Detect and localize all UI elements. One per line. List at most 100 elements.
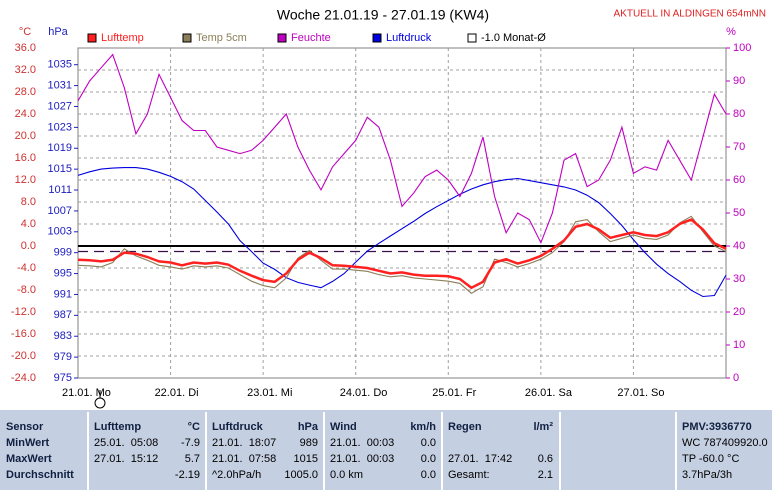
y3-tick-label: 991 (54, 288, 72, 300)
table-header: Luftdruck (212, 421, 264, 433)
y2-tick-label: 80 (733, 108, 745, 120)
y-tick-label: 4.0 (21, 218, 36, 230)
y2-tick-label: 50 (733, 207, 745, 219)
legend-swatch (467, 33, 477, 43)
series-line (77, 215, 727, 294)
y3-tick-label: 999 (54, 247, 72, 259)
table-cell: 25.01. 05:08 (94, 437, 158, 449)
y2-tick-label: 30 (733, 273, 745, 285)
table-cell: ^2.0hPa/h (212, 469, 261, 481)
series-line (77, 218, 727, 290)
y3-tick-label: 1027 (48, 100, 72, 112)
table-cell: 989 (300, 437, 318, 449)
y2-tick-label: 20 (733, 306, 745, 318)
y-tick-label: -20.0 (11, 350, 36, 362)
legend-swatch (277, 33, 287, 43)
table-cell: WC 787409920.0 (682, 437, 768, 449)
y-tick-label: -4.0 (17, 262, 36, 274)
table-header: Regen (448, 421, 482, 433)
table-cell: 1015 (294, 453, 318, 465)
y-tick-label: -16.0 (11, 328, 36, 340)
x-tick-label: 23.01. Mi (247, 387, 292, 399)
table-cell: 3.7hPa/3h (682, 469, 732, 481)
series-line (77, 167, 727, 298)
y3-tick-label: 975 (54, 372, 72, 384)
legend-label: Feuchte (291, 32, 331, 44)
y3-tick-label: 1015 (48, 163, 72, 175)
y3-tick-label: 979 (54, 351, 72, 363)
table-unit: km/h (410, 421, 436, 433)
y3-tick-label: 1031 (48, 80, 72, 92)
table-cell: 0.0 km (330, 469, 363, 481)
table-cell: 5.7 (185, 453, 200, 465)
table-cell: 27.01. 17:42 (448, 453, 512, 465)
table-cell: 0.0 (421, 437, 436, 449)
table-header: Lufttemp (94, 421, 141, 433)
y3-tick-label: 1035 (48, 59, 72, 71)
table-cell: -7.9 (181, 437, 200, 449)
legend-label: Lufttemp (101, 32, 144, 44)
table-unit: hPa (298, 421, 319, 433)
chart-title: Woche 21.01.19 - 27.01.19 (KW4) (277, 7, 489, 23)
y2-axis-title: % (726, 26, 736, 38)
y-tick-label: 24.0 (15, 108, 36, 120)
y2-tick-label: 60 (733, 174, 745, 186)
row-label: MaxWert (6, 453, 52, 465)
legend-swatch (182, 33, 192, 43)
table-cell: TP -60.0 °C (682, 453, 739, 465)
table-cell: Gesamt: (448, 469, 490, 481)
y-axis-title: °C (19, 26, 31, 38)
table-header: PMV:3936770 (682, 421, 752, 433)
y-tick-label: -12.0 (11, 306, 36, 318)
y-tick-label: -8.0 (17, 284, 36, 296)
y3-tick-label: 995 (54, 267, 72, 279)
x-tick-label: 22.01. Di (155, 387, 199, 399)
y3-tick-label: 1007 (48, 205, 72, 217)
legend-label: Luftdruck (386, 32, 432, 44)
y3-tick-label: 983 (54, 330, 72, 342)
x-tick-label: 21.01. Mo (62, 387, 111, 399)
table-background (0, 410, 772, 490)
legend-swatch (87, 33, 97, 43)
cursor-icon (94, 390, 106, 409)
table-header: Wind (330, 421, 357, 433)
table-cell: 0.0 (421, 453, 436, 465)
table-cell: 2.1 (538, 469, 553, 481)
x-tick-label: 25.01. Fr (432, 387, 476, 399)
x-tick-label: 24.01. Do (340, 387, 388, 399)
table-cell: 21.01. 18:07 (212, 437, 276, 449)
y3-tick-label: 1003 (48, 226, 72, 238)
table-cell: 1005.0 (284, 469, 318, 481)
table-cell: 0.0 (421, 469, 436, 481)
table-cell: 21.01. 00:03 (330, 453, 394, 465)
table-unit: °C (188, 421, 200, 433)
y-tick-label: 28.0 (15, 86, 36, 98)
y3-tick-label: 1019 (48, 142, 72, 154)
y-tick-label: 16.0 (15, 152, 36, 164)
table-cell: 21.01. 00:03 (330, 437, 394, 449)
legend-label: Temp 5cm (196, 32, 247, 44)
row-label: Durchschnitt (6, 469, 74, 481)
row-label: MinWert (6, 437, 50, 449)
table-unit: l/m² (533, 421, 553, 433)
y3-tick-label: 1023 (48, 121, 72, 133)
y-tick-label: 20.0 (15, 130, 36, 142)
y2-tick-label: 40 (733, 240, 745, 252)
y2-tick-label: 0 (733, 372, 739, 384)
table-cell: -2.19 (175, 469, 200, 481)
y3-tick-label: 987 (54, 309, 72, 321)
x-tick-label: 27.01. So (617, 387, 664, 399)
legend-label: -1.0 Monat-Ø (481, 32, 546, 44)
table-cell: 27.01. 15:12 (94, 453, 158, 465)
table-cell: 21.01. 07:58 (212, 453, 276, 465)
table-header: Sensor (6, 421, 44, 433)
y-tick-label: 12.0 (15, 174, 36, 186)
y2-tick-label: 90 (733, 75, 745, 87)
table-cell: 0.6 (538, 453, 553, 465)
y-tick-label: 36.0 (15, 42, 36, 54)
legend-swatch (372, 33, 382, 43)
y2-tick-label: 70 (733, 141, 745, 153)
y-tick-label: -24.0 (11, 372, 36, 384)
y-tick-label: 0.0 (21, 240, 36, 252)
